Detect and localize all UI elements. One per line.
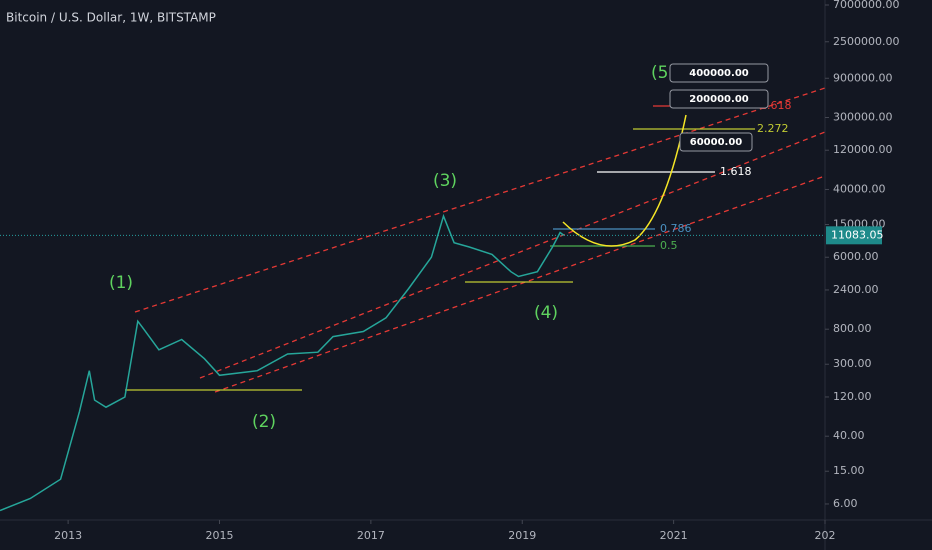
y-tick-label: 800.00 xyxy=(833,322,872,335)
wave-label: (2) xyxy=(252,412,276,432)
y-tick-label: 6000.00 xyxy=(833,250,879,263)
y-tick-label: 120.00 xyxy=(833,390,872,403)
callout-box xyxy=(669,63,769,83)
y-tick-label: 6.00 xyxy=(833,497,858,510)
y-tick-label: 300.00 xyxy=(833,357,872,370)
channel-middle xyxy=(199,131,826,379)
callout-label: 200000.00 xyxy=(689,94,749,105)
y-tick-label: 2500000.00 xyxy=(833,35,899,48)
callout-box xyxy=(679,132,753,152)
channel xyxy=(134,87,826,393)
y-tick-label: 2400.00 xyxy=(833,283,879,296)
y-tick-label: 40000.00 xyxy=(833,182,886,195)
price-line xyxy=(0,213,565,512)
wave-label: (1) xyxy=(109,273,133,293)
projection-curve xyxy=(562,114,687,247)
y-tick-label: 900000.00 xyxy=(833,71,893,84)
callouts: 400000.00 200000.00 60000.00 xyxy=(669,63,769,152)
fib-label: 0.786 xyxy=(660,222,692,235)
channel-upper xyxy=(134,87,826,313)
x-tick-label: 2013 xyxy=(54,529,82,542)
chart-title: Bitcoin / U.S. Dollar, 1W, BITSTAMP xyxy=(6,11,216,25)
x-tick-label: 202 xyxy=(815,529,836,542)
y-tick-label: 40.00 xyxy=(833,429,865,442)
wave-label: (4) xyxy=(534,303,558,323)
x-tick-label: 2019 xyxy=(508,529,536,542)
wave-label: (5) xyxy=(651,63,675,83)
callout-label: 60000.00 xyxy=(690,137,743,148)
y-tick-label: 15.00 xyxy=(833,464,865,477)
fib-label: 2.272 xyxy=(757,122,789,135)
last-price-box xyxy=(826,226,882,245)
fib-label: 1.618 xyxy=(720,165,752,178)
fib-label: 0.5 xyxy=(660,239,678,252)
y-tick-label: 300000.00 xyxy=(833,111,893,124)
y-tick-label: 120000.00 xyxy=(833,143,893,156)
callout-box xyxy=(669,89,769,109)
last-price-label: 11083.05 xyxy=(831,228,884,241)
y-tick-label: 7000000.00 xyxy=(833,0,899,11)
x-tick-label: 2017 xyxy=(357,529,385,542)
x-tick-label: 2015 xyxy=(205,529,233,542)
callout-label: 400000.00 xyxy=(689,68,749,79)
wave-label: (3) xyxy=(433,171,457,191)
x-tick-label: 2021 xyxy=(660,529,688,542)
